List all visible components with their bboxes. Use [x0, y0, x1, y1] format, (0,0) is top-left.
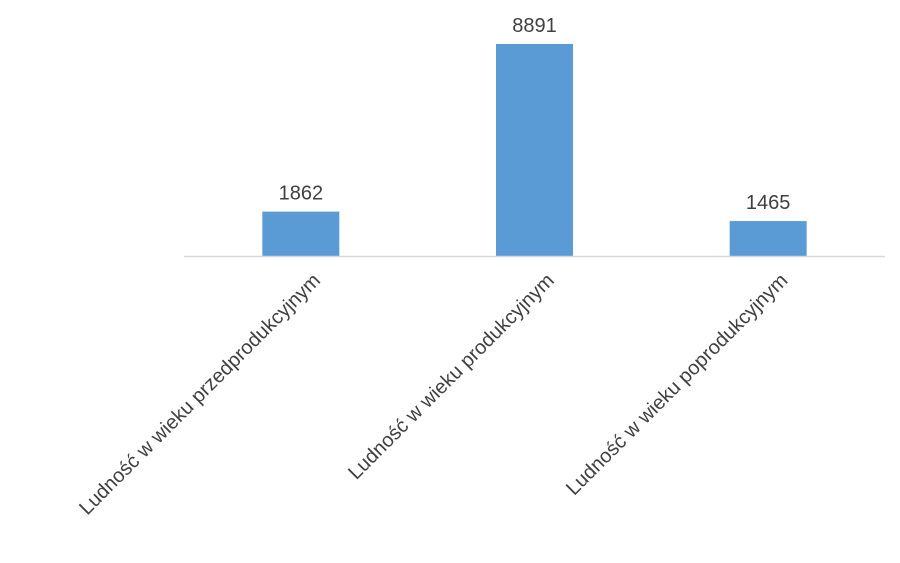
category-labels-group: Ludność w wieku przedprodukcyjnym Ludność…	[75, 270, 792, 520]
bar-1	[262, 211, 340, 256]
value-labels-group: 1862 8891 1465	[279, 15, 791, 214]
bar-2	[496, 44, 573, 256]
bar-3	[729, 221, 807, 256]
value-label-3: 1465	[746, 192, 791, 214]
value-label-1: 1862	[279, 183, 324, 205]
category-label-3: Ludność w wieku poprodukcyjnym	[562, 270, 792, 500]
category-label-2: Ludność w wieku produkcyjnym	[344, 270, 558, 484]
bars-group	[262, 44, 807, 256]
value-label-2: 8891	[512, 15, 557, 37]
category-label-1: Ludność w wieku przedprodukcyjnym	[75, 270, 325, 520]
